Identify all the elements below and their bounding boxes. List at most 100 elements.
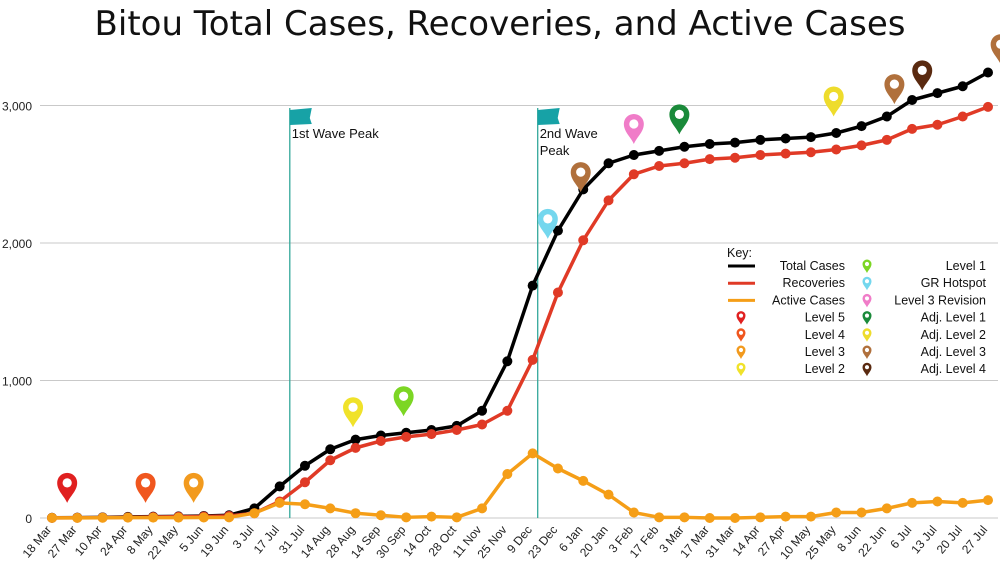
data-point (401, 512, 412, 523)
data-point (907, 497, 918, 508)
data-point (957, 81, 968, 92)
data-point (325, 455, 336, 466)
data-point (983, 101, 993, 112)
map-pin-icon (343, 397, 364, 428)
data-point (451, 512, 462, 523)
data-point (628, 150, 639, 160)
data-point (350, 508, 361, 519)
pin-body (736, 328, 746, 342)
data-point (578, 235, 589, 246)
data-point (224, 512, 235, 523)
data-point (755, 134, 766, 145)
pin-body (393, 386, 414, 417)
pin-body (736, 345, 746, 359)
legend-label: Total Cases (780, 259, 845, 273)
pin-hole (864, 365, 870, 370)
pin-body (862, 345, 872, 359)
data-point (274, 481, 285, 492)
legend-label: GR Hotspot (921, 276, 987, 290)
data-point (805, 132, 816, 143)
pin-body (736, 362, 746, 377)
pin-hole (738, 365, 744, 370)
data-point (983, 495, 993, 506)
pin-body (183, 472, 204, 503)
series-line (51, 105, 989, 520)
legend-pin-icon (736, 311, 746, 325)
pin-hole (738, 347, 744, 353)
x-tick-label: 17 Jul (251, 523, 282, 557)
pin-hole (864, 330, 870, 335)
data-point (325, 503, 336, 514)
data-point (477, 405, 488, 416)
pin-body (862, 293, 872, 308)
data-point (780, 511, 791, 522)
data-point (148, 512, 159, 523)
y-tick-label: 1,000 (2, 375, 32, 389)
data-point (907, 95, 918, 105)
data-point (502, 405, 513, 416)
data-point (755, 150, 766, 160)
pin-hole (189, 478, 199, 488)
data-point (805, 511, 816, 522)
data-point (704, 513, 715, 523)
pin-body (135, 472, 156, 503)
legend-pin-icon (862, 276, 872, 291)
data-point (299, 477, 310, 488)
y-tick-label: 2,000 (2, 237, 32, 251)
legend-label: Level 3 Revision (894, 293, 986, 307)
x-tick-label: 14 Apr (730, 523, 763, 559)
x-tick-label: 24 Apr (97, 523, 130, 559)
data-point (47, 512, 57, 523)
map-pin-icon (623, 114, 644, 144)
x-tick-label: 13 Jul (908, 523, 939, 557)
data-point (932, 119, 943, 130)
data-point (654, 145, 665, 156)
data-point (97, 512, 108, 523)
data-point (856, 121, 867, 132)
y-tick-label: 0 (25, 512, 32, 526)
legend-label: Active Cases (772, 293, 845, 307)
data-point (502, 469, 513, 479)
legend-pin-icon (736, 328, 746, 342)
data-point (805, 147, 816, 158)
data-point (299, 460, 310, 471)
map-pin-icon (884, 74, 905, 105)
data-point (730, 137, 741, 148)
data-point (654, 512, 665, 523)
data-point (122, 512, 133, 523)
map-pin-icon (990, 34, 1000, 63)
y-tick-label: 3,000 (2, 100, 32, 114)
data-point (578, 475, 589, 486)
legend-label: Recoveries (782, 276, 845, 290)
data-point (477, 419, 488, 430)
pin-hole (917, 65, 927, 75)
legend-label: Adj. Level 2 (921, 328, 986, 342)
data-point (274, 497, 285, 508)
pin-hole (629, 119, 639, 129)
data-point (932, 88, 943, 99)
pin-hole (864, 313, 870, 318)
data-point (831, 144, 842, 155)
pin-hole (141, 478, 151, 488)
data-point (780, 148, 791, 159)
pin-hole (864, 296, 870, 301)
pin-hole (348, 402, 358, 412)
chart-title: Bitou Total Cases, Recoveries, and Activ… (94, 4, 906, 44)
data-point (730, 513, 741, 523)
x-tick-label: 27 Jul (959, 523, 990, 557)
data-point (552, 225, 563, 236)
data-point (350, 434, 361, 445)
pin-body (537, 208, 558, 239)
pin-body (736, 311, 746, 325)
data-point (679, 141, 690, 152)
pin-hole (738, 330, 744, 335)
pin-body (669, 104, 690, 135)
map-pin-icon (393, 386, 414, 417)
data-point (831, 507, 842, 518)
legend-label: Level 4 (805, 328, 845, 342)
pin-body (57, 472, 78, 503)
map-pin-icon (57, 472, 78, 503)
pin-hole (889, 79, 899, 89)
map-pin-icon (823, 86, 844, 117)
